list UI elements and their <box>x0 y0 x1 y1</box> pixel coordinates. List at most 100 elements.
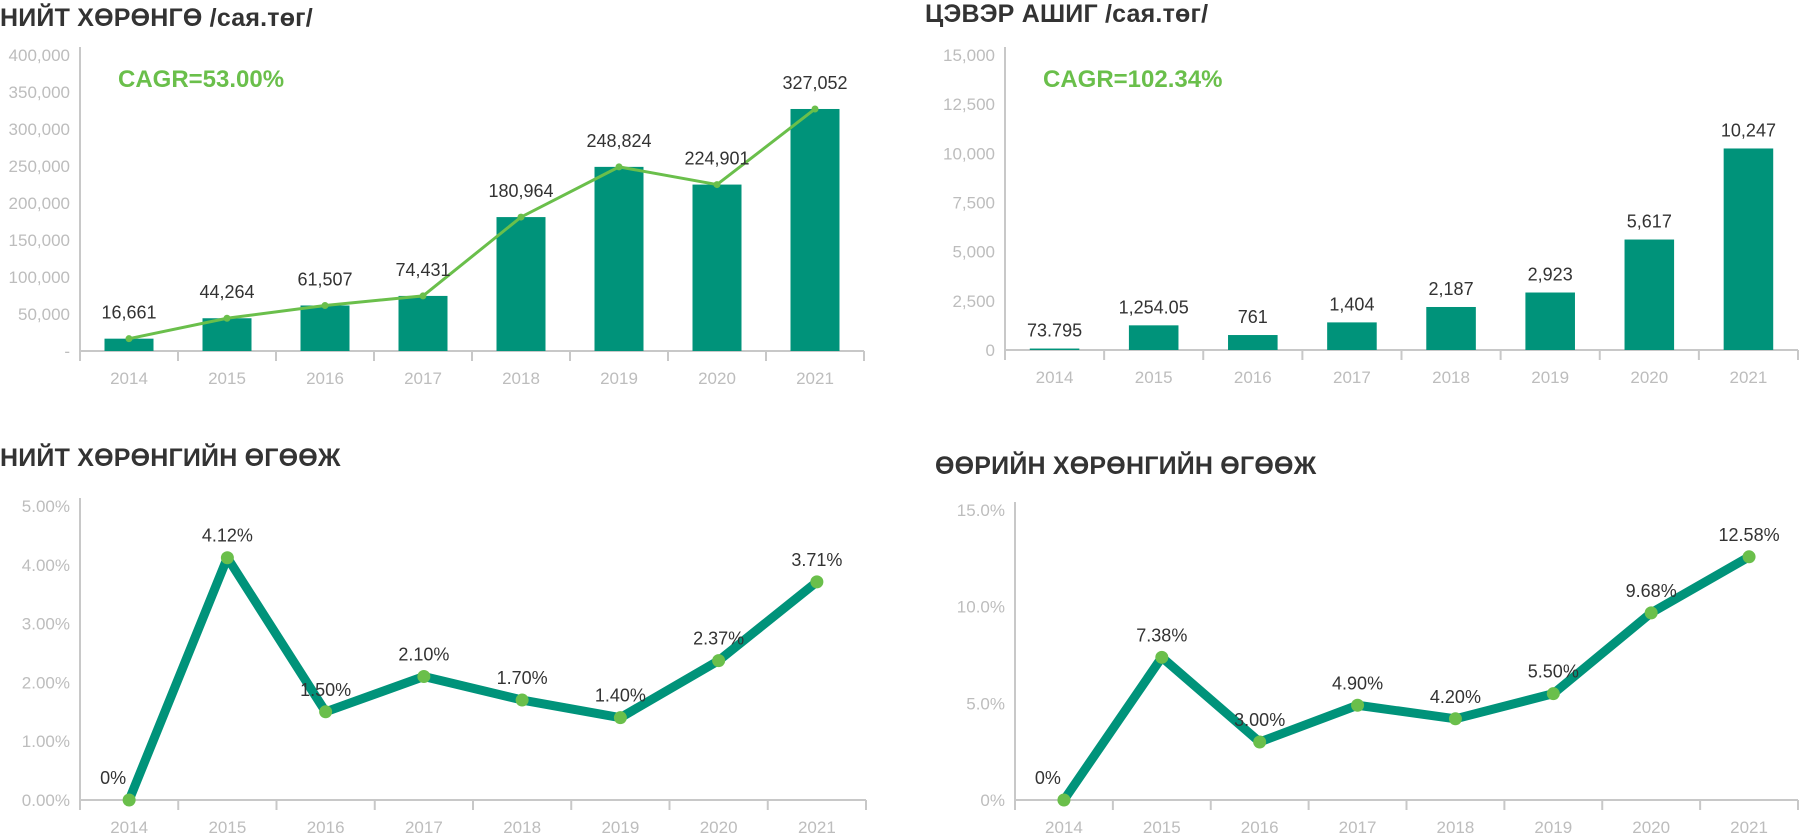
bar <box>1525 292 1575 350</box>
x-tick-label: 2016 <box>306 369 344 388</box>
y-tick-label: 300,000 <box>9 120 70 139</box>
data-label: 12.58% <box>1719 525 1780 545</box>
x-tick-label: 2019 <box>600 369 638 388</box>
y-tick-label: 1.00% <box>22 732 70 751</box>
data-label: 224,901 <box>684 149 749 169</box>
y-tick-label: 10,000 <box>943 144 995 163</box>
x-tick-label: 2020 <box>1630 368 1668 387</box>
data-point <box>220 551 234 565</box>
x-tick-label: 2015 <box>208 818 246 835</box>
data-label: 5,617 <box>1627 212 1672 232</box>
data-point <box>613 711 627 725</box>
x-tick-label: 2016 <box>307 818 345 835</box>
x-tick-label: 2021 <box>1730 368 1768 387</box>
y-tick-label: 0% <box>980 791 1005 810</box>
x-tick-label: 2015 <box>1135 368 1173 387</box>
data-point <box>122 793 136 807</box>
trend-marker <box>615 163 623 171</box>
data-label: 248,824 <box>586 131 651 151</box>
y-tick-label: 2,500 <box>952 292 995 311</box>
bar <box>104 338 154 351</box>
x-tick-label: 2019 <box>1531 368 1569 387</box>
bar <box>1624 239 1675 350</box>
data-label: 7.38% <box>1136 625 1187 645</box>
data-point <box>1742 550 1756 564</box>
x-tick-label: 2020 <box>698 369 736 388</box>
trend-marker <box>419 292 427 300</box>
x-tick-label: 2015 <box>1143 818 1181 835</box>
data-label: 4.90% <box>1332 673 1383 693</box>
x-tick-label: 2020 <box>1632 818 1670 835</box>
data-label: 180,964 <box>488 181 553 201</box>
y-tick-label: 3.00% <box>22 615 70 634</box>
data-point <box>515 693 529 707</box>
x-tick-label: 2016 <box>1234 368 1272 387</box>
data-point <box>712 654 726 668</box>
data-label: 5.50% <box>1528 662 1579 682</box>
x-tick-label: 2021 <box>1730 818 1768 835</box>
x-tick-label: 2020 <box>700 818 738 835</box>
y-tick-label: 2.00% <box>22 673 70 692</box>
trend-marker <box>713 181 721 189</box>
data-label: 74,431 <box>395 260 450 280</box>
data-point <box>1546 687 1560 701</box>
bar <box>692 184 742 351</box>
x-tick-label: 2014 <box>110 369 148 388</box>
chart-title-roa: НИЙТ ХӨРӨНГИЙН ӨГӨӨЖ <box>0 444 341 472</box>
data-point <box>417 670 431 684</box>
chart-title-net-profit: ЦЭВЭР АШИГ /сая.төг/ <box>925 0 1209 28</box>
x-tick-label: 2018 <box>1437 818 1475 835</box>
y-tick-label: 7,500 <box>952 194 995 213</box>
bar <box>790 108 840 351</box>
y-tick-label: 15.0% <box>957 501 1005 520</box>
y-tick-label: 200,000 <box>9 194 70 213</box>
data-label: 1,254.05 <box>1119 297 1189 317</box>
x-tick-label: 2014 <box>1036 368 1074 387</box>
trend-line <box>128 107 816 341</box>
data-label: 327,052 <box>782 73 847 93</box>
data-point <box>1351 698 1365 712</box>
y-tick-label: - <box>64 342 70 361</box>
series-line <box>124 553 820 802</box>
bar <box>1029 348 1080 350</box>
data-label: 3.71% <box>791 550 842 570</box>
y-tick-label: 150,000 <box>9 231 70 250</box>
y-tick-label: 50,000 <box>18 305 70 324</box>
bar <box>1327 322 1377 350</box>
y-tick-label: 10.0% <box>957 598 1005 617</box>
x-tick-label: 2014 <box>1045 818 1083 835</box>
bar <box>496 217 546 351</box>
bar <box>300 305 350 351</box>
bar <box>398 295 448 351</box>
x-tick-label: 2018 <box>502 369 540 388</box>
data-label: 4.12% <box>202 526 253 546</box>
data-label: 1,404 <box>1329 294 1374 314</box>
x-tick-label: 2018 <box>1432 368 1470 387</box>
data-point <box>1253 735 1267 749</box>
data-label: 0% <box>100 768 126 788</box>
trend-marker <box>125 335 133 343</box>
data-label: 9.68% <box>1626 581 1677 601</box>
bar <box>1426 306 1476 350</box>
data-label: 10,247 <box>1721 120 1776 140</box>
data-label: 1.40% <box>595 686 646 706</box>
data-label: 2,187 <box>1429 279 1474 299</box>
bar <box>594 166 644 351</box>
y-tick-label: 4.00% <box>22 556 70 575</box>
data-label: 61,507 <box>297 269 352 289</box>
y-tick-label: 5.00% <box>22 497 70 516</box>
x-tick-label: 2017 <box>405 818 443 835</box>
data-point <box>1155 650 1169 664</box>
data-label: 2,923 <box>1528 265 1573 285</box>
bar <box>1723 148 1774 350</box>
data-label: 4.20% <box>1430 687 1481 707</box>
data-label: 0% <box>1035 768 1061 788</box>
data-label: 1.50% <box>300 680 351 700</box>
data-point <box>1644 606 1658 620</box>
x-tick-label: 2018 <box>503 818 541 835</box>
x-tick-label: 2015 <box>208 369 246 388</box>
y-tick-label: 15,000 <box>943 46 995 65</box>
chart-title-total-assets: НИЙТ ХӨРӨНГӨ /сая.төг/ <box>0 4 313 32</box>
y-tick-label: 5,000 <box>952 243 995 262</box>
